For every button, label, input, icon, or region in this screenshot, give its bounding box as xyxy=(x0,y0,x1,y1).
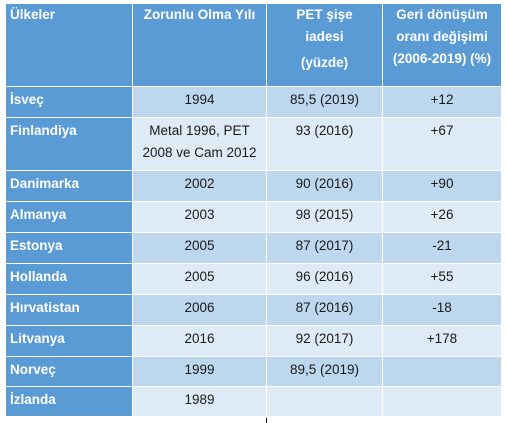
header-change-line1: Geri dönüşüm xyxy=(396,7,488,22)
year-cell: 2006 xyxy=(132,294,267,326)
pet-cell: 98 (2015) xyxy=(266,201,383,233)
year-cell: 2005 xyxy=(132,263,267,295)
year-cell: 1999 xyxy=(132,356,267,387)
table-row: Hollanda 2005 96 (2016) +55 xyxy=(5,263,502,295)
change-cell: +26 xyxy=(382,201,502,233)
header-country: Ülkeler xyxy=(5,3,133,87)
year-cell: Metal 1996, PET 2008 ve Cam 2012 xyxy=(132,117,267,171)
change-cell: +12 xyxy=(382,86,502,118)
change-cell: -18 xyxy=(382,294,502,326)
header-change-line3: (2006-2019) (%) xyxy=(392,51,492,66)
change-cell xyxy=(382,356,502,387)
year-cell: 1994 xyxy=(132,86,267,118)
change-cell: -21 xyxy=(382,232,502,264)
change-cell: +178 xyxy=(382,325,502,357)
table-row: Estonya 2005 87 (2017) -21 xyxy=(5,232,502,264)
country-cell: İzlanda xyxy=(5,386,133,417)
header-year: Zorunlu Olma Yılı xyxy=(132,3,267,87)
header-pet-line1: PET şişe xyxy=(296,7,353,22)
table-row: Norveç 1999 89,5 (2019) xyxy=(5,356,502,387)
year-cell-line1: Metal 1996, PET xyxy=(149,123,250,138)
deposit-system-table: Ülkeler Zorunlu Olma Yılı PET şişe iades… xyxy=(5,3,502,417)
pet-cell: 92 (2017) xyxy=(266,325,383,357)
header-year-label: Zorunlu Olma Yılı xyxy=(143,7,256,22)
year-cell: 2016 xyxy=(132,325,267,357)
pet-cell: 90 (2016) xyxy=(266,170,383,202)
country-cell: Finlandiya xyxy=(5,117,133,171)
country-cell: Norveç xyxy=(5,356,133,387)
header-pet-line3: (yüzde) xyxy=(300,55,349,70)
change-cell: +67 xyxy=(382,117,502,171)
header-pet: PET şişe iadesi (yüzde) xyxy=(266,3,383,87)
year-cell: 2003 xyxy=(132,201,267,233)
header-change-line2: oranı değişimi xyxy=(396,29,488,44)
pet-cell: 87 (2016) xyxy=(266,294,383,326)
header-pet-line2: iadesi xyxy=(305,29,344,44)
pet-cell: 96 (2016) xyxy=(266,263,383,295)
pet-cell xyxy=(266,386,383,417)
table-row: İsveç 1994 85,5 (2019) +12 xyxy=(5,86,502,118)
table-row: Danimarka 2002 90 (2016) +90 xyxy=(5,170,502,202)
header-change: Geri dönüşüm oranı değişimi (2006-2019) … xyxy=(382,3,502,87)
table-row: Litvanya 2016 92 (2017) +178 xyxy=(5,325,502,357)
header-row: Ülkeler Zorunlu Olma Yılı PET şişe iades… xyxy=(5,3,502,87)
change-cell xyxy=(382,386,502,417)
pet-cell: 85,5 (2019) xyxy=(266,86,383,118)
pet-cell: 89,5 (2019) xyxy=(266,356,383,387)
year-cell: 2005 xyxy=(132,232,267,264)
text-cursor-mark xyxy=(266,418,267,423)
country-cell: Danimarka xyxy=(5,170,133,202)
change-cell: +55 xyxy=(382,263,502,295)
year-cell: 2002 xyxy=(132,170,267,202)
header-country-label: Ülkeler xyxy=(10,7,56,22)
table-row: Finlandiya Metal 1996, PET 2008 ve Cam 2… xyxy=(5,117,502,171)
table-row: Hırvatistan 2006 87 (2016) -18 xyxy=(5,294,502,326)
year-cell-line2: 2008 ve Cam 2012 xyxy=(142,145,257,160)
year-cell: 1989 xyxy=(132,386,267,417)
table-row: Almanya 2003 98 (2015) +26 xyxy=(5,201,502,233)
table-row: İzlanda 1989 xyxy=(5,386,502,417)
pet-cell: 93 (2016) xyxy=(266,117,383,171)
change-cell: +90 xyxy=(382,170,502,202)
country-cell: Almanya xyxy=(5,201,133,233)
country-cell: Hırvatistan xyxy=(5,294,133,326)
pet-cell: 87 (2017) xyxy=(266,232,383,264)
country-cell: Litvanya xyxy=(5,325,133,357)
country-cell: Hollanda xyxy=(5,263,133,295)
country-cell: Estonya xyxy=(5,232,133,264)
country-cell: İsveç xyxy=(5,86,133,118)
